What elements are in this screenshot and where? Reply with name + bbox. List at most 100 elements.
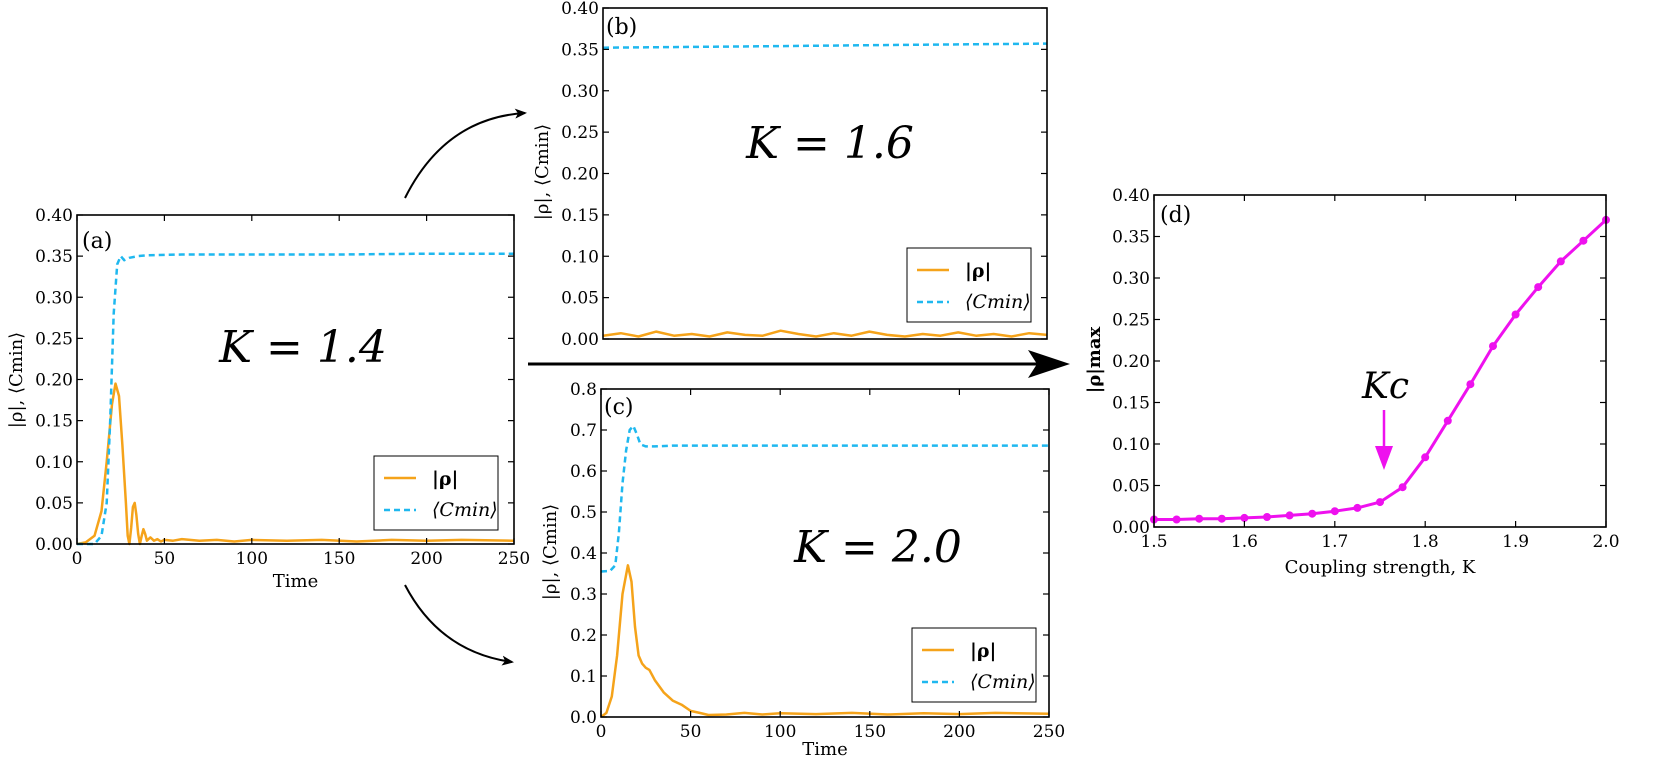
data-point-d bbox=[1195, 514, 1204, 523]
data-point-d bbox=[1172, 515, 1181, 524]
y-tick-label: 0.30 bbox=[561, 82, 599, 102]
y-tick-label: 0.20 bbox=[1112, 352, 1150, 372]
y-tick-label: 0.4 bbox=[570, 544, 597, 564]
y-tick-label: 0.3 bbox=[570, 585, 597, 605]
panel-c: 0.0 0.1 0.2 0.3 0.4 0.5 0.6 0.7 0.8 0 50 100 150 200 2… bbox=[540, 380, 1065, 759]
series-a-cmin-line bbox=[77, 252, 514, 546]
y-tick-label: 0.25 bbox=[1112, 311, 1150, 331]
data-point-d bbox=[1579, 236, 1588, 245]
x-tick-label: 1.9 bbox=[1502, 532, 1529, 552]
panel-label: (d) bbox=[1160, 203, 1191, 228]
panel-label: (a) bbox=[82, 229, 112, 254]
data-point-d bbox=[1556, 257, 1565, 266]
y-tick-label: 0.25 bbox=[35, 329, 73, 349]
legend: |ρ| ⟨Cmin⟩ bbox=[906, 247, 1032, 323]
legend-box bbox=[906, 247, 1032, 323]
x-tick-label: 2.0 bbox=[1592, 532, 1619, 552]
panel-a: 0.00 0.05 0.10 0.15 0.20 0.25 0.30 0.35 0.40 0 50 1… bbox=[6, 206, 530, 592]
x-tick-label: 250 bbox=[1033, 722, 1065, 742]
legend: |ρ| ⟨Cmin⟩ bbox=[911, 627, 1037, 703]
x-tick-label: 100 bbox=[236, 549, 268, 569]
y-tick-label: 0.20 bbox=[561, 165, 599, 185]
data-point-d bbox=[1489, 342, 1497, 351]
series-b-rho-line bbox=[602, 329, 1048, 338]
data-point-d bbox=[1443, 416, 1452, 425]
y-tick-label: 0.35 bbox=[1112, 228, 1150, 248]
y-tick-label: 0.2 bbox=[570, 626, 597, 646]
y-tick-label: 0.15 bbox=[1112, 394, 1150, 414]
x-tick-label: 100 bbox=[764, 722, 796, 742]
y-tick-label: 0.05 bbox=[35, 494, 73, 514]
y-tick-label: 0.1 bbox=[570, 667, 597, 687]
x-tick-label: 1.5 bbox=[1140, 532, 1167, 552]
series-c-cmin-line bbox=[600, 424, 1049, 573]
y-tick-label: 0.10 bbox=[561, 247, 599, 267]
y-tick-label: 0.40 bbox=[561, 0, 599, 19]
y-tick-label: 0.15 bbox=[561, 206, 599, 226]
data-point-d bbox=[1398, 483, 1407, 492]
data-point-d bbox=[1263, 513, 1271, 521]
legend-cmin-label: ⟨Cmin⟩ bbox=[432, 499, 498, 521]
x-tick-label: 150 bbox=[854, 722, 886, 742]
data-point-d bbox=[1376, 498, 1384, 507]
legend-box bbox=[373, 455, 499, 531]
panel-d: 0.00 0.05 0.10 0.15 0.20 0.25 0.30 0.35 0.40 1.5 1… bbox=[1084, 186, 1620, 578]
data-point-d bbox=[1421, 453, 1430, 462]
kc-label: Kc bbox=[1361, 366, 1409, 407]
y-tick-label: 0.15 bbox=[35, 412, 73, 432]
x-tick-label: 50 bbox=[680, 722, 702, 742]
data-point-d bbox=[1511, 310, 1520, 319]
series-c-rho-line bbox=[600, 564, 1050, 718]
y-tick-label: 0.5 bbox=[570, 503, 597, 523]
x-axis-label: Time bbox=[802, 739, 847, 759]
y-axis-label: |ρ|, ⟨Cmin⟩ bbox=[6, 332, 27, 428]
y-axis-label: |ρ|max bbox=[1084, 326, 1105, 393]
x-tick-label: 1.8 bbox=[1412, 532, 1439, 552]
y-tick-label: 0.00 bbox=[561, 330, 599, 350]
coupling-annotation: K = 2.0 bbox=[793, 522, 962, 573]
data-point-d bbox=[1217, 514, 1226, 523]
x-tick-label: 150 bbox=[323, 549, 355, 569]
y-tick-label: 0.00 bbox=[1112, 518, 1150, 538]
x-tick-label: 200 bbox=[943, 722, 975, 742]
x-tick-label: 1.7 bbox=[1321, 532, 1348, 552]
data-point-d bbox=[1308, 509, 1317, 518]
x-tick-label: 200 bbox=[410, 549, 442, 569]
data-point-d bbox=[1330, 507, 1339, 516]
arrow-to-d-head bbox=[1028, 350, 1070, 378]
legend: |ρ| ⟨Cmin⟩ bbox=[373, 455, 499, 531]
coupling-annotation: K = 1.4 bbox=[218, 322, 387, 373]
y-tick-label: 0.40 bbox=[35, 206, 73, 226]
x-axis-label: Coupling strength, K bbox=[1285, 557, 1476, 578]
coupling-annotation: K = 1.6 bbox=[745, 118, 914, 169]
data-point-d bbox=[1240, 513, 1249, 522]
y-tick-label: 0.6 bbox=[570, 462, 597, 482]
y-axis-label: |ρ|, ⟨Cmin⟩ bbox=[540, 504, 561, 600]
legend-rho-label: |ρ| bbox=[970, 640, 996, 662]
y-tick-label: 0.0 bbox=[570, 708, 597, 728]
y-tick-label: 0.30 bbox=[1112, 269, 1150, 289]
panel-label: (b) bbox=[606, 15, 637, 40]
legend-cmin-label: ⟨Cmin⟩ bbox=[970, 671, 1036, 693]
kc-arrow-head bbox=[1375, 446, 1393, 470]
legend-rho-label: |ρ| bbox=[432, 468, 458, 490]
plot-frame-d bbox=[1153, 194, 1607, 528]
data-point-d bbox=[1466, 380, 1475, 389]
panel-label: (c) bbox=[604, 395, 634, 420]
kc-annotation: Kc bbox=[1361, 366, 1409, 470]
x-tick-label: 0 bbox=[72, 549, 83, 569]
series-a-rho-line bbox=[76, 382, 515, 546]
x-axis-label: Time bbox=[273, 571, 318, 592]
y-tick-label: 0.25 bbox=[561, 123, 599, 143]
y-tick-label: 0.7 bbox=[570, 421, 597, 441]
data-point-d bbox=[1534, 283, 1543, 292]
connector-arrows bbox=[404, 108, 1070, 666]
y-tick-label: 0.10 bbox=[1112, 435, 1150, 455]
y-tick-label: 0.10 bbox=[35, 453, 73, 473]
data-point-d bbox=[1285, 511, 1294, 520]
y-tick-label: 0.40 bbox=[1112, 186, 1150, 206]
legend-box bbox=[911, 627, 1037, 703]
x-tick-label: 0 bbox=[596, 722, 607, 742]
y-tick-label: 0.35 bbox=[561, 40, 599, 60]
